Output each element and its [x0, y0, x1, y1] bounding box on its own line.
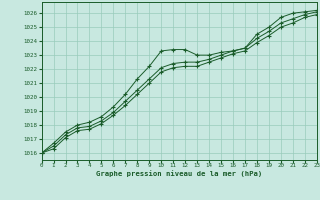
X-axis label: Graphe pression niveau de la mer (hPa): Graphe pression niveau de la mer (hPa)	[96, 171, 262, 177]
